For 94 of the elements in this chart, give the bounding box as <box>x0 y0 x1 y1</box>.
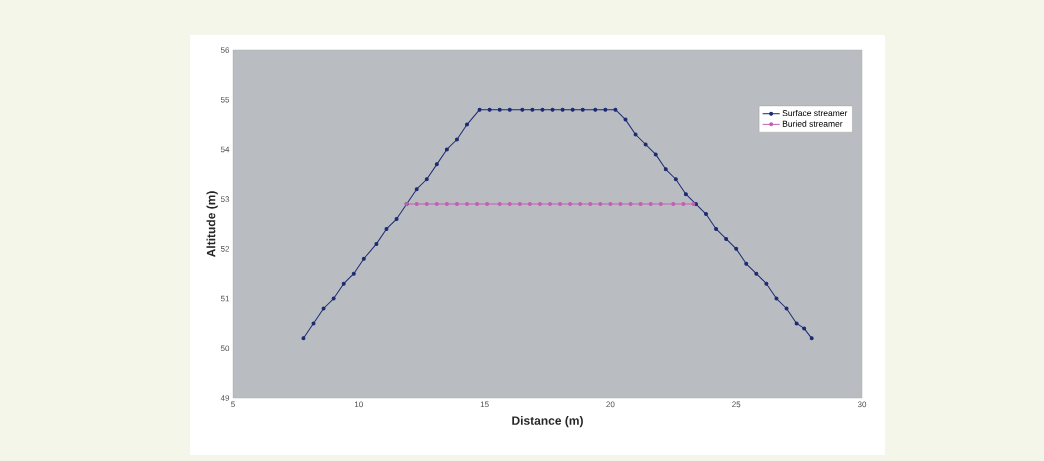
point <box>550 107 555 112</box>
point <box>704 212 709 217</box>
point <box>580 107 585 112</box>
legend-label: Surface streamer <box>782 109 848 117</box>
point <box>558 202 563 207</box>
point <box>537 202 542 207</box>
point <box>683 192 688 197</box>
point <box>434 162 439 167</box>
point <box>341 281 346 286</box>
y-axis-title: Altitude (m) <box>206 191 218 258</box>
point <box>464 202 469 207</box>
point <box>384 226 389 231</box>
point <box>714 226 719 231</box>
point <box>527 202 532 207</box>
y-tick-label: 52 <box>220 246 230 252</box>
point <box>570 107 575 112</box>
point <box>774 296 779 301</box>
point <box>477 107 482 112</box>
y-tick-label: 53 <box>220 196 230 202</box>
y-tick-label: 51 <box>220 295 230 302</box>
point <box>485 202 490 207</box>
point <box>588 202 593 207</box>
point <box>507 107 512 112</box>
point <box>673 177 678 182</box>
point <box>560 107 565 112</box>
point <box>653 152 658 157</box>
point <box>618 202 623 207</box>
point <box>613 107 618 112</box>
point <box>628 202 633 207</box>
point <box>568 202 573 207</box>
legend-label: Buried streamer <box>782 120 843 127</box>
point <box>434 202 439 207</box>
y-tick-label: 55 <box>220 96 230 103</box>
point <box>724 236 729 241</box>
point <box>633 132 638 137</box>
point <box>744 261 749 266</box>
point <box>361 256 366 261</box>
point <box>321 306 326 311</box>
point <box>764 281 769 286</box>
point <box>603 107 608 112</box>
point <box>331 296 336 301</box>
point <box>784 306 789 311</box>
point <box>540 107 545 112</box>
point <box>530 107 535 112</box>
point <box>414 187 419 192</box>
point <box>424 202 429 207</box>
point <box>643 142 648 147</box>
y-tick-label: 49 <box>220 395 230 401</box>
point <box>517 202 522 207</box>
point <box>454 137 459 142</box>
point <box>681 202 686 207</box>
x-tick-label: 15 <box>480 401 489 408</box>
point <box>520 107 525 112</box>
point <box>802 326 807 331</box>
point <box>414 202 419 207</box>
point <box>351 271 356 276</box>
point <box>794 321 799 326</box>
point <box>663 167 668 172</box>
point <box>671 202 676 207</box>
point <box>424 177 429 182</box>
point <box>394 217 399 222</box>
point <box>658 202 663 207</box>
point <box>497 202 502 207</box>
point <box>444 202 449 207</box>
x-tick-label: 30 <box>857 401 867 408</box>
point <box>507 202 512 207</box>
x-axis-title: Distance (m) <box>512 416 583 428</box>
y-tick-label: 56 <box>220 47 230 53</box>
point <box>598 202 603 207</box>
point <box>578 202 583 207</box>
point <box>638 202 643 207</box>
point <box>734 246 739 251</box>
point <box>487 107 492 112</box>
point <box>497 107 502 112</box>
point <box>475 202 480 207</box>
x-tick-label: 20 <box>606 401 615 408</box>
point <box>464 122 469 127</box>
point <box>623 117 628 122</box>
x-tick-label: 5 <box>231 401 235 408</box>
point <box>608 202 613 207</box>
y-tick-label: 50 <box>220 345 230 352</box>
point <box>444 147 449 152</box>
point <box>454 202 459 207</box>
point <box>548 202 553 207</box>
point <box>593 107 598 112</box>
point <box>754 271 759 276</box>
point <box>301 336 306 341</box>
x-tick-label: 10 <box>354 401 363 408</box>
point <box>648 202 653 207</box>
x-tick-label: 25 <box>732 401 741 408</box>
y-tick-label: 54 <box>220 146 230 153</box>
point <box>311 321 316 326</box>
point <box>809 336 814 341</box>
point <box>374 241 379 246</box>
